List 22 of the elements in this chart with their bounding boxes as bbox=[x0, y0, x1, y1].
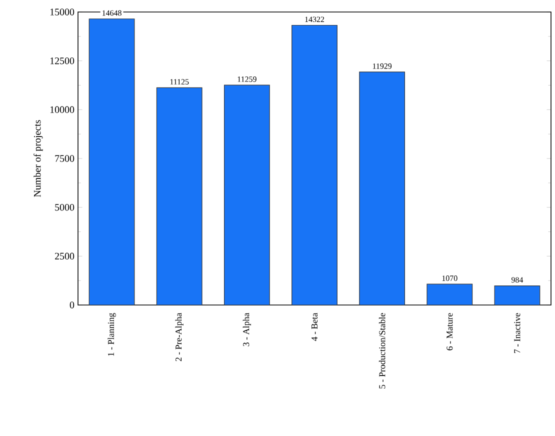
bar bbox=[156, 88, 202, 305]
bar bbox=[359, 72, 405, 305]
bar bbox=[89, 18, 134, 305]
x-tick-label: 7 - Inactive bbox=[514, 313, 520, 354]
y-tick-label: 15000 bbox=[50, 8, 74, 16]
x-tick-label: 3 - Alpha bbox=[242, 312, 251, 346]
y-tick-label: 0 bbox=[70, 302, 74, 308]
bar bbox=[427, 284, 472, 305]
x-tick-label: 6 - Mature bbox=[446, 313, 453, 350]
y-tick-label: 2500 bbox=[54, 252, 74, 260]
y-tick-label: 5000 bbox=[55, 204, 74, 211]
bar bbox=[224, 85, 270, 305]
y-tick-label: 10000 bbox=[50, 106, 74, 114]
x-tick-label: 2 - Pre-Alpha bbox=[175, 312, 184, 362]
x-tick-label: 5 - Production/Stable bbox=[378, 313, 386, 388]
y-tick-label: 7500 bbox=[55, 155, 74, 162]
bar bbox=[494, 285, 540, 305]
x-tick-label: 1 - Planning bbox=[108, 312, 116, 356]
y-tick-label: 12500 bbox=[50, 57, 74, 64]
bar bbox=[292, 25, 338, 305]
y-axis-title: Number of projects bbox=[34, 120, 43, 197]
x-tick-label: 4 - Beta bbox=[312, 312, 318, 341]
